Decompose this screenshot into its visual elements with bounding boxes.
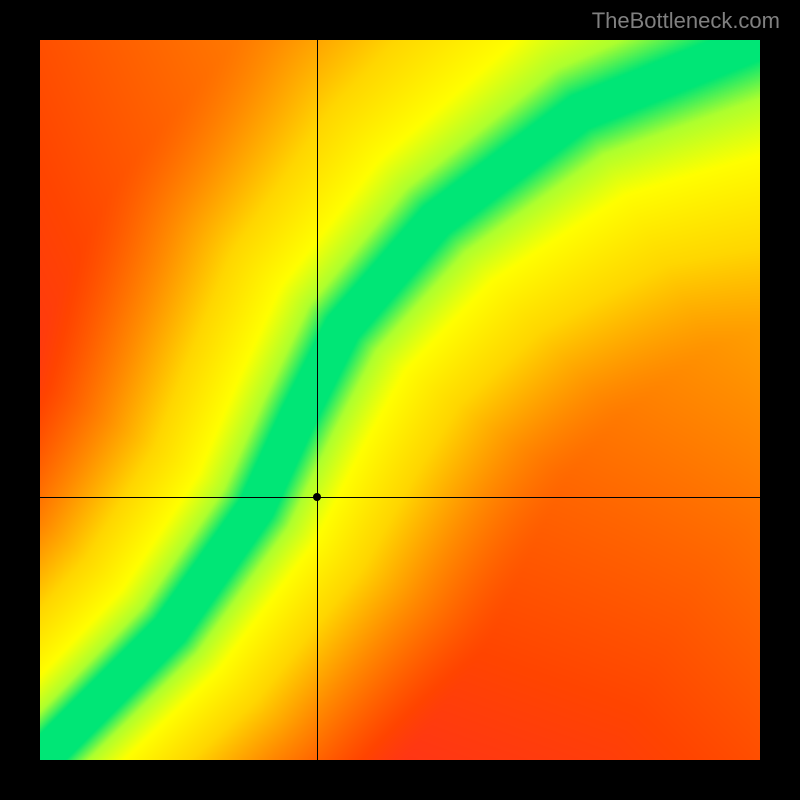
crosshair-vertical — [317, 40, 318, 760]
watermark-text: TheBottleneck.com — [592, 8, 780, 34]
heatmap-plot — [40, 40, 760, 760]
crosshair-horizontal — [40, 497, 760, 498]
heatmap-canvas — [40, 40, 760, 760]
marker-dot — [313, 493, 321, 501]
